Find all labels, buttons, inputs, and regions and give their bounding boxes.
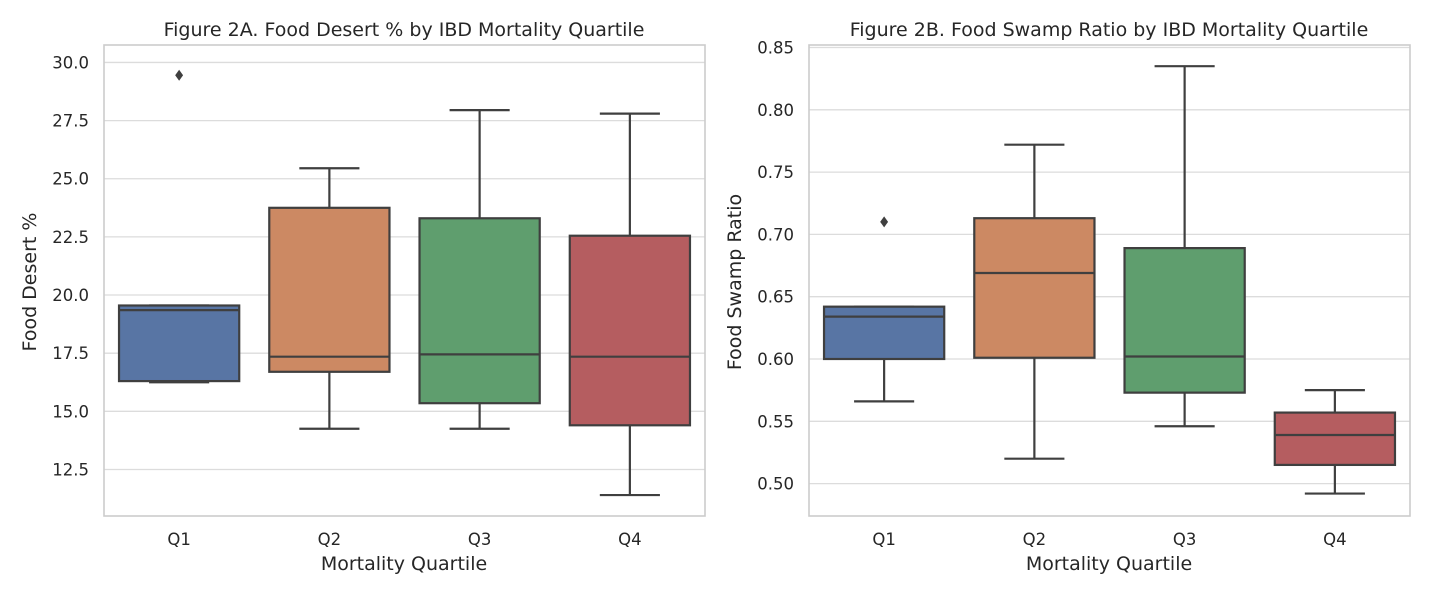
y-tick-label: 0.55 [757,412,794,431]
box-q1 [822,305,946,361]
y-tick-label: 22.5 [52,228,89,247]
chart-panel-a: Figure 2A. Food Desert % by IBD Mortalit… [19,19,706,575]
y-tick-label: 15.0 [52,402,89,421]
x-tick-label: Q3 [1173,530,1197,549]
box-q4 [568,234,692,427]
y-axis-label: Food Swamp Ratio [724,194,746,370]
x-tick-label: Q1 [872,530,896,549]
box-q2 [268,206,391,373]
x-tick-label: Q4 [1323,530,1347,549]
plot-frame [808,44,1411,517]
y-tick-label: 17.5 [52,344,89,363]
box-q1 [117,304,241,383]
x-tick-label: Q4 [618,530,642,549]
y-axis-label: Food Desert % [19,213,41,352]
plot-frame [103,44,706,517]
y-tick-label: 12.5 [52,460,89,479]
y-tick-label: 30.0 [52,53,89,72]
outlier-point [175,69,184,81]
y-tick-label: 0.50 [757,475,794,494]
box-q3 [418,217,541,405]
chart-panel-b: Figure 2B. Food Swamp Ratio by IBD Morta… [724,19,1411,575]
y-tick-label: 20.0 [52,286,89,305]
y-tick-label: 0.80 [757,101,794,120]
x-axis-label: Mortality Quartile [321,553,487,575]
y-tick-label: 0.65 [757,288,794,307]
y-tick-label: 27.5 [52,112,89,131]
y-tick-label: 0.75 [757,163,794,182]
x-tick-label: Q2 [1023,530,1047,549]
y-tick-label: 0.85 [757,38,794,57]
chart-title: Figure 2B. Food Swamp Ratio by IBD Morta… [850,19,1369,41]
chart-title: Figure 2A. Food Desert % by IBD Mortalit… [164,19,645,41]
x-tick-label: Q1 [167,530,191,549]
box-q2 [973,217,1096,359]
box-q3 [1123,247,1246,394]
y-tick-label: 0.60 [757,350,794,369]
x-axis-label: Mortality Quartile [1026,553,1192,575]
x-tick-label: Q2 [318,530,342,549]
outlier-point [880,216,889,228]
y-tick-label: 25.0 [52,170,89,189]
y-tick-label: 0.70 [757,225,794,244]
box-q4 [1273,411,1397,467]
x-tick-label: Q3 [468,530,492,549]
